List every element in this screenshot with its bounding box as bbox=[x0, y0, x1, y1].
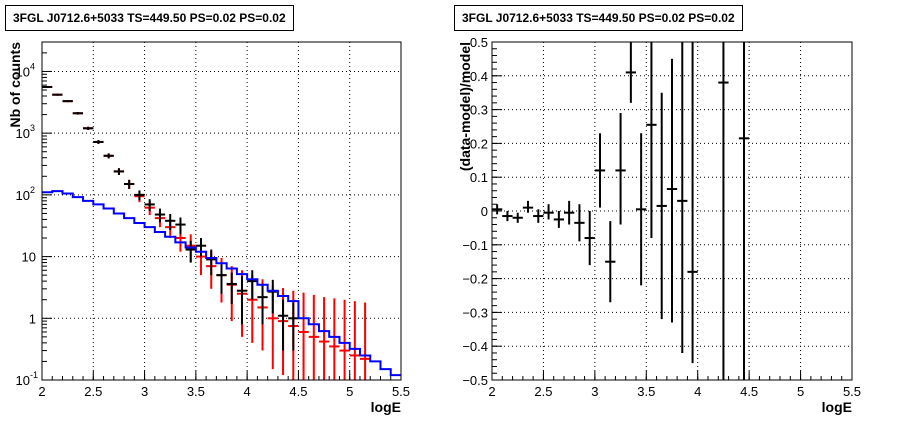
left-y-tick-label: 10 bbox=[16, 188, 30, 203]
left-x-tick-label: 2 bbox=[38, 384, 45, 399]
left-x-tick-label: 5.5 bbox=[392, 384, 410, 399]
right-y-axis-label: (data-model)/model bbox=[457, 42, 473, 171]
right-y-tick-label: 0.2 bbox=[470, 136, 488, 151]
right-y-tick-label: 0.4 bbox=[470, 69, 488, 84]
left-y-tick-exponent: 3 bbox=[30, 123, 35, 133]
left-x-tick-label: 4 bbox=[244, 384, 251, 399]
right-y-tick-label: −0.5 bbox=[462, 373, 488, 388]
right-y-tick-label: −0.3 bbox=[462, 305, 488, 320]
right-x-tick-label: 3.5 bbox=[637, 384, 655, 399]
right-x-tick-label: 2 bbox=[488, 384, 495, 399]
left-x-tick-label: 2.5 bbox=[84, 384, 102, 399]
right-x-tick-label: 3 bbox=[591, 384, 598, 399]
left-y-tick-label: 10 bbox=[16, 373, 30, 388]
left-x-tick-label: 4.5 bbox=[289, 384, 307, 399]
right-x-tick-label: 4 bbox=[694, 384, 701, 399]
right-y-tick-label: 0 bbox=[481, 204, 488, 219]
right-x-tick-label: 4.5 bbox=[740, 384, 758, 399]
right-y-tick-label: 0.3 bbox=[470, 103, 488, 118]
right-chart-title: 3FGL J0712.6+5033 TS=449.50 PS=0.02 PS=0… bbox=[454, 5, 743, 31]
right-x-axis-label: logE bbox=[822, 399, 852, 415]
left-y-tick-label: 10 bbox=[16, 126, 30, 141]
right-plot: 2 2.5 3 3.5 4 4.5 5 5.5 −0.5 −0.4 −0.3 −0.2 −0.1 0 0.1… bbox=[457, 35, 861, 415]
right-y-tick-label: −0.4 bbox=[462, 339, 488, 354]
left-x-tick-label: 3.5 bbox=[187, 384, 205, 399]
left-y-tick-exponent: 2 bbox=[30, 185, 35, 195]
left-y-tick-label: 10 bbox=[16, 64, 30, 79]
left-x-axis-label: logE bbox=[371, 399, 401, 415]
right-y-tick-label: 0.5 bbox=[470, 35, 488, 50]
left-x-tick-label: 3 bbox=[141, 384, 148, 399]
right-plot-frame bbox=[491, 41, 853, 381]
right-x-tick-label: 2.5 bbox=[534, 384, 552, 399]
left-model-step-line bbox=[42, 190, 401, 377]
left-plot-frame bbox=[41, 41, 402, 381]
right-x-tick-label: 5.5 bbox=[843, 384, 861, 399]
left-y-axis-label: Nb of counts bbox=[7, 42, 23, 128]
right-y-tick-label: 0.1 bbox=[470, 170, 488, 185]
left-y-tick-label: 1 bbox=[29, 311, 36, 326]
left-y-tick-exponent: -1 bbox=[30, 370, 38, 380]
left-x-tick-label: 5 bbox=[346, 384, 353, 399]
left-y-tick-exponent: 4 bbox=[30, 61, 35, 71]
left-chart-title: 3FGL J0712.6+5033 TS=449.50 PS=0.02 PS=0… bbox=[5, 5, 294, 31]
right-y-tick-label: −0.1 bbox=[462, 238, 488, 253]
right-y-tick-label: −0.2 bbox=[462, 272, 488, 287]
right-x-tick-label: 5 bbox=[797, 384, 804, 399]
left-y-tick-label: 10 bbox=[22, 250, 36, 265]
